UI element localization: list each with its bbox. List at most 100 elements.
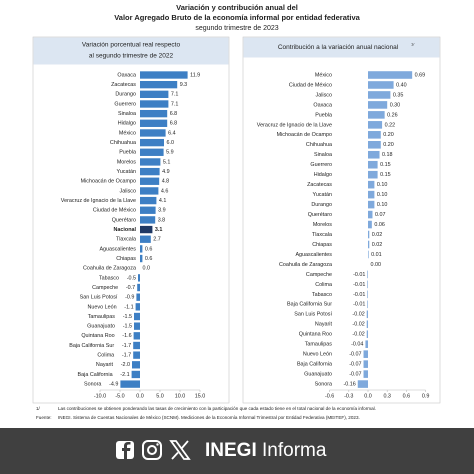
category-label: Nayarit	[315, 322, 333, 328]
title-line: Variación y contribución anual del	[176, 3, 298, 12]
bar	[368, 111, 385, 119]
category-label: Aguascalientes	[99, 246, 136, 252]
x-glyph	[171, 440, 189, 460]
x-tick-label: 0.9	[422, 393, 430, 399]
panel-header	[243, 37, 440, 58]
value-label: 4.9	[162, 169, 170, 175]
category-label: Colima	[315, 282, 332, 288]
category-label: Nuevo León	[88, 304, 117, 310]
value-label: -0.02	[352, 322, 364, 328]
bar	[140, 216, 156, 224]
category-label: Aguascalientes	[295, 252, 332, 258]
category-label: Guerrero	[310, 162, 332, 168]
value-label: 2.7	[153, 237, 161, 243]
category-label: Querétaro	[112, 217, 136, 223]
panel-header	[33, 37, 229, 65]
note-marker: 1/	[36, 406, 41, 411]
instagram-icon[interactable]	[142, 440, 162, 460]
value-label: 0.15	[380, 172, 391, 178]
value-label: 5.1	[163, 159, 171, 165]
category-label: Colima	[97, 353, 114, 359]
category-label: Puebla	[119, 150, 136, 156]
x-tick-label: -10.0	[94, 393, 106, 399]
value-label: 0.22	[385, 122, 396, 128]
bar	[140, 138, 164, 147]
category-label: Quintana Roo	[299, 332, 332, 338]
x-icon[interactable]	[169, 440, 191, 460]
value-label: 0.40	[396, 82, 407, 88]
category-label: Baja California	[297, 362, 332, 368]
bar	[131, 370, 140, 379]
value-label: 4.1	[159, 198, 167, 204]
bar	[363, 370, 368, 378]
category-label: Yucatán	[313, 192, 332, 198]
value-label: -1.6	[122, 333, 131, 339]
value-label: 0.02	[372, 232, 383, 238]
bar	[140, 177, 160, 185]
bar	[140, 245, 143, 253]
value-label: 0.00	[371, 262, 382, 268]
category-label: Oaxaca	[313, 102, 332, 108]
bar	[140, 129, 166, 137]
category-label: Baja California	[78, 372, 113, 378]
value-label: 4.8	[162, 179, 170, 185]
bar	[367, 270, 368, 279]
instagram-glyph	[147, 445, 157, 455]
value-label: 0.01	[371, 252, 382, 258]
category-label: Zacatecas	[307, 182, 332, 188]
category-label: Morelos	[313, 222, 332, 228]
bar	[140, 100, 169, 108]
bar	[135, 303, 140, 311]
x-tick-label: 15.0	[195, 393, 206, 399]
value-label: 6.8	[170, 111, 178, 117]
note-text: Las contribuciones se obtienen ponderand…	[58, 406, 376, 411]
bar	[366, 310, 368, 319]
value-label: 0.20	[383, 132, 394, 138]
category-label: Guerrero	[114, 101, 136, 107]
bar	[368, 141, 381, 149]
bar	[140, 71, 188, 79]
value-label: 6.0	[167, 140, 175, 146]
value-label: 6.4	[168, 130, 176, 136]
bar	[368, 160, 378, 169]
value-label: 3.1	[155, 227, 163, 233]
value-label: 0.30	[390, 102, 401, 108]
facebook-glyph	[122, 442, 131, 459]
bar	[137, 283, 140, 292]
value-label: 0.07	[375, 212, 386, 218]
bar	[140, 225, 153, 234]
bar	[140, 235, 151, 243]
value-label: 4.6	[161, 188, 169, 194]
x-glyph	[169, 440, 191, 460]
value-label: -0.01	[353, 272, 365, 278]
value-label: 0.15	[380, 162, 391, 168]
category-label: Coahuila de Zaragoza	[83, 266, 136, 272]
value-label: -0.07	[349, 362, 361, 368]
value-label: 0.35	[393, 92, 404, 98]
value-label: 5.9	[166, 150, 174, 156]
bar	[368, 220, 372, 229]
category-label: Tabasco	[312, 292, 332, 298]
panel-title: al segundo trimestre de 2022	[89, 53, 174, 60]
bar	[140, 80, 178, 89]
social-icons	[116, 440, 191, 460]
bar	[134, 322, 140, 330]
value-label: -0.04	[351, 342, 363, 348]
category-label: Veracruz de Ignacio de la Llave	[61, 198, 136, 204]
value-label: -0.01	[353, 282, 365, 288]
category-label: Nayarit	[96, 362, 114, 368]
panel-title: Variación porcentual real respecto	[82, 42, 181, 49]
value-label: -1.7	[122, 343, 131, 349]
title-line: segundo trimestre de 2023	[195, 25, 278, 32]
value-label: -1.7	[122, 353, 131, 359]
panel	[242, 36, 441, 404]
bar	[140, 90, 169, 98]
category-label: Baja California Sur	[69, 343, 114, 349]
value-label: -0.02	[352, 312, 364, 318]
x-tick-label: 0.0	[136, 393, 144, 399]
category-label: Tlaxcala	[116, 237, 136, 243]
category-label: Tamaulipas	[88, 314, 116, 320]
bar	[368, 210, 373, 219]
